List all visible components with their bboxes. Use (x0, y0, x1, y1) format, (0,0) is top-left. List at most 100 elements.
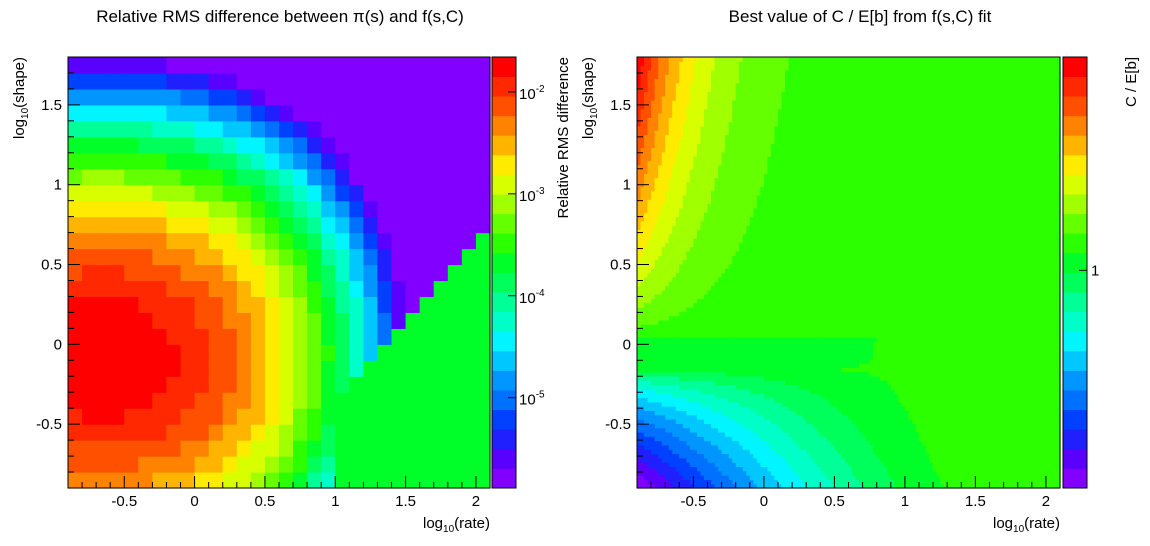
heatmap-cell (662, 264, 666, 269)
heatmap-cell (406, 105, 421, 122)
heatmap-cell (690, 156, 694, 161)
heatmap-cell (644, 454, 648, 459)
heatmap-cell (732, 380, 736, 385)
heatmap-cell (462, 249, 477, 266)
heatmap-cell (767, 320, 771, 325)
heatmap-cell (774, 156, 778, 161)
heatmap-cell (708, 441, 712, 446)
heatmap-cell (771, 415, 775, 420)
heatmap-cell (690, 173, 694, 178)
heatmap-cell (715, 329, 719, 334)
heatmap-cell (223, 440, 238, 457)
heatmap-cell (686, 143, 690, 148)
heatmap-cell (778, 333, 782, 338)
heatmap-cell (718, 70, 722, 75)
heatmap-cell (746, 204, 750, 209)
heatmap-cell (321, 105, 336, 122)
heatmap-cell (672, 350, 676, 355)
heatmap-cell (708, 359, 712, 364)
heatmap-cell (693, 449, 697, 454)
heatmap-cell (686, 393, 690, 398)
heatmap-cell (658, 104, 662, 109)
heatmap-cell (686, 466, 690, 471)
heatmap-cell (757, 160, 761, 165)
heatmap-cell (767, 307, 771, 312)
heatmap-cell (743, 135, 747, 140)
heatmap-cell (658, 238, 662, 243)
heatmap-cell (767, 100, 771, 105)
heatmap-cell (722, 466, 726, 471)
heatmap-cell (739, 173, 743, 178)
heatmap-cell (715, 122, 719, 127)
heatmap-cell (718, 372, 722, 377)
heatmap-cell (644, 273, 648, 278)
heatmap-cell (722, 251, 726, 256)
heatmap-cell (82, 57, 97, 74)
heatmap-cell (644, 100, 648, 105)
heatmap-cell (679, 397, 683, 402)
heatmap-cell (679, 337, 683, 342)
heatmap-cell (736, 143, 740, 148)
heatmap-cell (718, 449, 722, 454)
heatmap-cell (676, 333, 680, 338)
heatmap-cell (686, 311, 690, 316)
heatmap-cell (750, 281, 754, 286)
heatmap-cell (644, 462, 648, 467)
heatmap-cell (686, 74, 690, 79)
heatmap-cell (697, 255, 701, 260)
heatmap-cell (753, 204, 757, 209)
heatmap-cell (462, 57, 477, 74)
heatmap-cell (729, 173, 733, 178)
heatmap-cell (718, 290, 722, 295)
heatmap-cell (757, 251, 761, 256)
heatmap-cell (679, 376, 683, 381)
heatmap-cell (679, 402, 683, 407)
heatmap-cell (651, 160, 655, 165)
heatmap-cell (736, 186, 740, 191)
heatmap-cell (757, 74, 761, 79)
heatmap-cell (700, 57, 704, 62)
heatmap-cell (739, 462, 743, 467)
heatmap-cell (658, 462, 662, 467)
heatmap-cell (704, 160, 708, 165)
heatmap-cell (743, 294, 747, 299)
heatmap-cell (778, 225, 782, 230)
heatmap-cell (658, 113, 662, 118)
heatmap-cell (704, 333, 708, 338)
heatmap-cell (641, 277, 645, 282)
heatmap-cell (665, 363, 669, 368)
heatmap-cell (774, 402, 778, 407)
heatmap-cell (335, 376, 350, 393)
heatmap-cell (764, 182, 768, 187)
heatmap-cell (697, 320, 701, 325)
heatmap-cell (669, 255, 673, 260)
heatmap-cell (648, 462, 652, 467)
heatmap-cell (181, 185, 196, 202)
heatmap-cell (697, 454, 701, 459)
heatmap-cell (736, 191, 740, 196)
heatmap-cell (658, 423, 662, 428)
heatmap-cell (757, 436, 761, 441)
heatmap-cell (693, 273, 697, 278)
heatmap-cell (434, 137, 449, 154)
heatmap-cell (715, 91, 719, 96)
heatmap-cell (349, 105, 364, 122)
heatmap-cell (406, 296, 421, 313)
heatmap-cell (715, 191, 719, 196)
heatmap-cell (715, 83, 719, 88)
heatmap-cell (729, 397, 733, 402)
heatmap-cell (195, 280, 210, 297)
heatmap-cell (669, 428, 673, 433)
heatmap-cell (753, 74, 757, 79)
heatmap-cell (676, 156, 680, 161)
heatmap-cell (265, 392, 280, 409)
heatmap-cell (743, 234, 747, 239)
heatmap-cell (683, 341, 687, 346)
heatmap-cell (704, 83, 708, 88)
heatmap-cell (715, 251, 719, 256)
heatmap-cell (693, 454, 697, 459)
heatmap-cell (722, 458, 726, 463)
heatmap-cell (736, 260, 740, 265)
heatmap-cell (767, 186, 771, 191)
heatmap-cell (736, 462, 740, 467)
